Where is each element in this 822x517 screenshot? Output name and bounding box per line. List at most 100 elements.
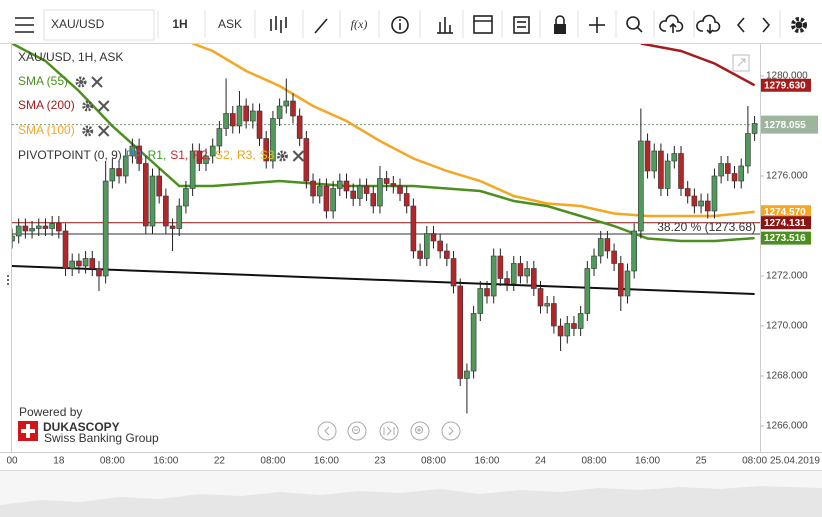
legend-remove[interactable] xyxy=(292,150,305,162)
candle-body xyxy=(611,250,617,264)
candle-body xyxy=(704,200,711,212)
y-tick-label: 1280.000 xyxy=(766,71,808,82)
popout-button[interactable] xyxy=(732,54,750,72)
candle-body xyxy=(604,238,611,252)
candle-body xyxy=(751,123,758,134)
download-button[interactable] xyxy=(696,14,721,35)
drag-handle[interactable] xyxy=(7,275,9,285)
y-tick-label: 1266.000 xyxy=(766,421,808,432)
x-tick-label: 18 xyxy=(53,456,65,467)
y-tick-label: 1270.000 xyxy=(766,321,808,332)
zoom-out[interactable] xyxy=(347,421,367,441)
scroll-left[interactable] xyxy=(317,421,337,441)
candle-body xyxy=(330,188,336,212)
scroll-right[interactable] xyxy=(441,421,461,441)
menu-button[interactable] xyxy=(15,17,34,33)
indicators-button[interactable]: f(x) xyxy=(351,17,368,31)
candle-body xyxy=(671,153,678,162)
candle-body xyxy=(236,105,243,127)
candle-body xyxy=(176,205,183,229)
candle-body xyxy=(584,268,591,314)
pivot-item: S3 xyxy=(260,148,275,162)
candle-body xyxy=(29,228,35,232)
candle-body xyxy=(497,255,504,279)
symbol-select[interactable] xyxy=(43,9,155,41)
settings-button[interactable] xyxy=(791,17,807,33)
legend-remove[interactable] xyxy=(91,76,103,88)
candle-body xyxy=(684,188,691,197)
remove-icon xyxy=(97,125,110,137)
candle-body xyxy=(263,138,270,162)
x-tick-label: 24 xyxy=(535,456,547,467)
candle-body xyxy=(136,145,142,164)
candle-body xyxy=(276,105,283,119)
upload-button[interactable] xyxy=(659,14,684,33)
candle-body xyxy=(169,225,176,229)
volume-button[interactable] xyxy=(437,17,453,34)
candle-body xyxy=(296,115,303,139)
candle-body xyxy=(102,180,109,277)
zoom-button[interactable] xyxy=(626,16,643,33)
candle-body xyxy=(430,233,437,242)
legend-remove[interactable] xyxy=(97,100,110,112)
candle-body xyxy=(62,230,69,269)
candle-body xyxy=(310,180,316,197)
calendar-button[interactable] xyxy=(473,15,493,34)
side-button[interactable]: ASK xyxy=(218,17,242,31)
candle-body xyxy=(664,160,671,189)
gear-hub xyxy=(79,80,84,84)
remove-icon xyxy=(91,76,103,88)
price-badge-label: 1274.131 xyxy=(764,218,806,229)
candle-body xyxy=(89,258,96,269)
candle-body xyxy=(504,278,510,284)
x-tick-label: 08:00 xyxy=(260,456,285,467)
legend-settings[interactable] xyxy=(82,125,94,137)
legend: 38.20 % (1273.68) XAU/USD, 1H, ASK SMA (55… xyxy=(18,50,756,234)
candle-body xyxy=(316,185,323,197)
candle-body xyxy=(363,185,370,194)
period-button[interactable]: 1H xyxy=(172,17,187,31)
logo-brand: DUKASCOPY xyxy=(43,420,120,434)
back-button[interactable] xyxy=(736,17,745,33)
candle-body xyxy=(524,268,530,277)
price-badge-label: 1278.055 xyxy=(764,120,806,131)
candle-body xyxy=(303,138,310,182)
info-button[interactable] xyxy=(391,16,409,34)
logo-tagline: Swiss Banking Group xyxy=(44,431,159,445)
legend-settings[interactable] xyxy=(276,150,288,162)
candle-body xyxy=(76,260,82,267)
candle-body xyxy=(209,145,216,157)
lock-button[interactable] xyxy=(554,15,566,34)
candle-body xyxy=(129,145,136,157)
candle-body xyxy=(343,180,350,192)
news-button[interactable] xyxy=(513,16,530,34)
forward-button[interactable] xyxy=(762,17,771,33)
crosshair-button[interactable] xyxy=(589,17,605,33)
candle-body xyxy=(691,195,698,207)
x-tick-label: 16:00 xyxy=(314,456,339,467)
candle-body xyxy=(718,163,724,177)
zoom-in[interactable] xyxy=(410,421,430,441)
candle-body xyxy=(577,313,584,329)
candle-body xyxy=(156,175,162,197)
candle-body xyxy=(250,110,256,122)
reset[interactable] xyxy=(379,421,399,441)
powered-by: Powered by xyxy=(19,405,82,419)
draw-button[interactable] xyxy=(314,18,328,34)
candle-body xyxy=(638,140,644,232)
x-tick-label: 08:00 xyxy=(421,456,446,467)
trendline xyxy=(12,265,755,295)
candle-body xyxy=(337,180,343,189)
gear-hub xyxy=(85,104,90,108)
candle-body xyxy=(651,150,658,172)
legend-entry: SMA (100) xyxy=(18,123,75,137)
y-tick-label: 1272.000 xyxy=(766,271,808,282)
legend-remove[interactable] xyxy=(97,125,110,137)
candle-body xyxy=(189,150,196,189)
axes: 1266.0001268.0001270.0001272.0001274.000… xyxy=(6,71,820,467)
nav-buttons xyxy=(313,416,463,446)
chart-type-button[interactable] xyxy=(270,16,287,33)
candle-body xyxy=(203,155,209,164)
legend-settings[interactable] xyxy=(82,100,94,112)
legend-settings[interactable] xyxy=(75,76,87,88)
